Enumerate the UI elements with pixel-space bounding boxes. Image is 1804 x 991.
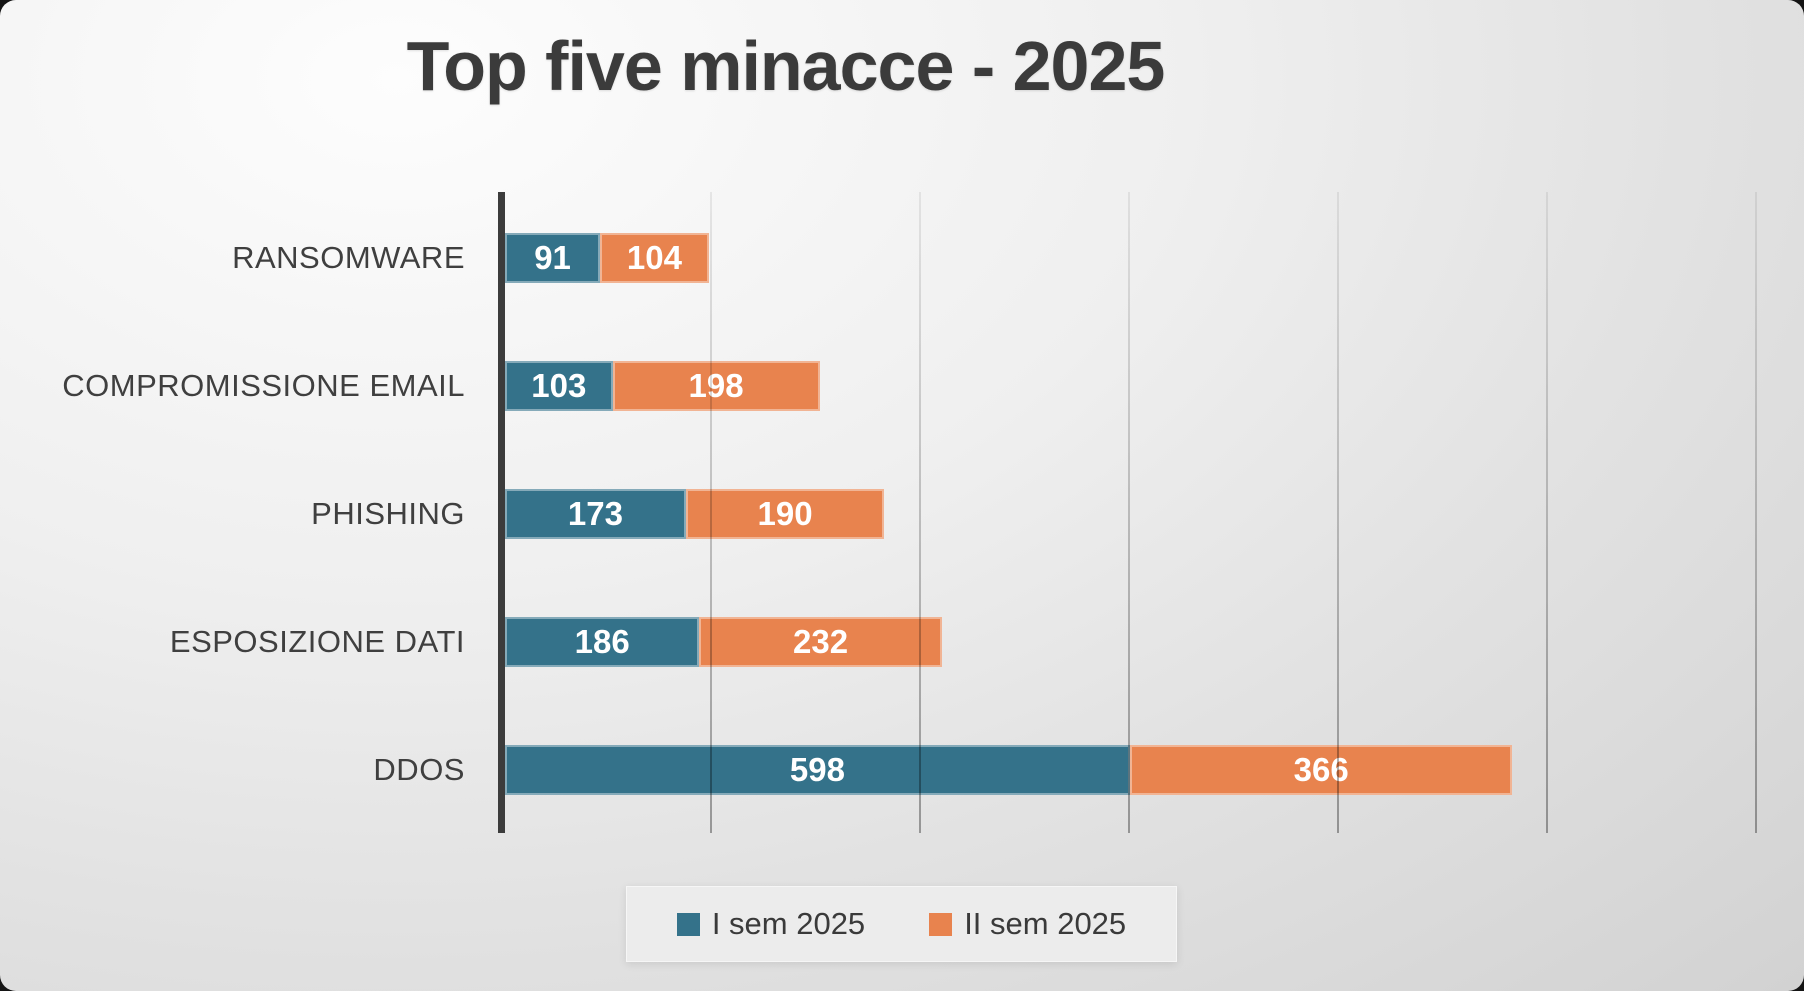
legend-swatch [676, 912, 700, 936]
bar-row: 186 232 [505, 617, 942, 667]
bar-segment: 91 [505, 233, 601, 283]
category-label: COMPROMISSIONE EMAIL [62, 368, 465, 403]
gridline [1336, 192, 1339, 833]
category-label: PHISHING [311, 496, 465, 531]
bar-segment: 232 [699, 617, 942, 667]
bar-segment: 173 [505, 489, 686, 539]
bar-segment: 198 [612, 361, 820, 411]
value-label: 232 [793, 623, 849, 660]
value-label: 173 [567, 495, 623, 532]
legend-label: I sem 2025 [711, 906, 866, 941]
bar-segment: 104 [600, 233, 709, 283]
value-label: 366 [1293, 751, 1349, 788]
category-label: ESPOSIZIONE DATI [169, 624, 465, 659]
bar-row: 91 104 [505, 233, 709, 283]
category-label: RANSOMWARE [232, 240, 465, 275]
gridline [1127, 192, 1130, 833]
value-label: 186 [574, 623, 630, 660]
category-label: DDOS [373, 752, 465, 787]
plot-area: 91 104 103 198 173 190 186 232 598 366 [498, 192, 1804, 833]
value-label: 598 [789, 751, 845, 788]
bar-segment: 103 [505, 361, 613, 411]
chart-title: Top five minacce - 2025 [406, 27, 1166, 105]
value-label: 104 [626, 239, 682, 276]
value-label: 91 [534, 239, 571, 276]
bar-segment: 190 [685, 489, 885, 539]
bar-row: 173 190 [505, 489, 885, 539]
gridline [1754, 192, 1757, 833]
value-label: 190 [757, 495, 813, 532]
bar-segment: 598 [505, 745, 1130, 795]
legend: I sem 2025 II sem 2025 [626, 886, 1177, 962]
legend-item: I sem 2025 [676, 906, 866, 942]
legend-item: II sem 2025 [929, 906, 1126, 942]
legend-label: II sem 2025 [964, 906, 1127, 941]
category-axis-labels: RANSOMWARE COMPROMISSIONE EMAIL PHISHING ES… [0, 192, 465, 833]
value-label: 198 [688, 367, 744, 404]
bar-row: 103 198 [505, 361, 820, 411]
legend-swatch [929, 912, 953, 936]
bar-segment: 186 [505, 617, 700, 667]
y-axis-line [498, 192, 505, 833]
bar-row: 598 366 [505, 745, 1513, 795]
bar-segment: 366 [1129, 745, 1513, 795]
gridline [918, 192, 921, 833]
value-label: 103 [531, 367, 587, 404]
gridline [1545, 192, 1548, 833]
